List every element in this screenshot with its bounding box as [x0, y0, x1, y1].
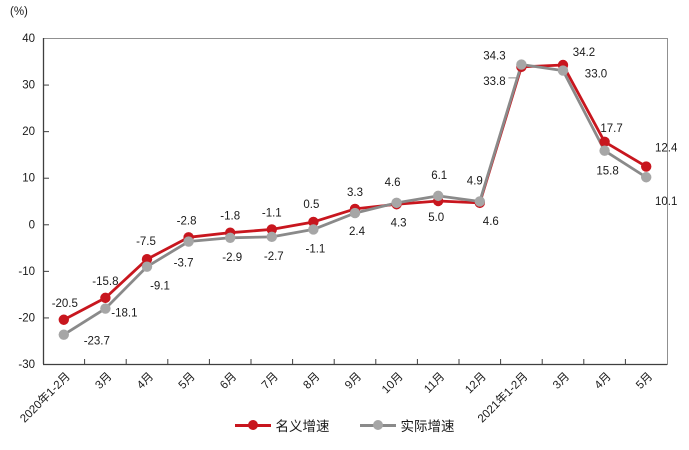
svg-text:3.3: 3.3	[347, 187, 363, 199]
svg-text:17.7: 17.7	[600, 123, 622, 135]
svg-text:-20: -20	[18, 312, 35, 324]
svg-text:10.1: 10.1	[655, 196, 677, 208]
svg-text:11月: 11月	[422, 371, 447, 396]
legend-label-nominal: 名义增速	[275, 419, 330, 434]
svg-text:0: 0	[29, 219, 35, 231]
legend: 名义增速 实际增速	[0, 415, 689, 435]
svg-text:7月: 7月	[260, 371, 281, 392]
svg-text:0.5: 0.5	[303, 199, 319, 211]
svg-text:4月: 4月	[135, 371, 156, 392]
svg-text:-20.5: -20.5	[52, 298, 78, 310]
svg-text:-2.9: -2.9	[222, 252, 242, 264]
svg-text:3月: 3月	[93, 371, 114, 392]
svg-text:33.0: 33.0	[585, 69, 607, 81]
svg-text:9月: 9月	[343, 371, 364, 392]
svg-text:8月: 8月	[301, 371, 322, 392]
svg-text:15.8: 15.8	[596, 166, 618, 178]
svg-text:-2.8: -2.8	[177, 215, 197, 227]
svg-text:-10: -10	[18, 266, 35, 278]
svg-text:6月: 6月	[218, 371, 239, 392]
actual-series-line-marker-icon	[359, 420, 396, 430]
svg-text:20: 20	[22, 126, 35, 138]
svg-text:4月: 4月	[593, 371, 614, 392]
svg-text:2.4: 2.4	[349, 226, 366, 238]
svg-text:6.1: 6.1	[431, 170, 447, 182]
svg-text:4.3: 4.3	[391, 217, 407, 229]
svg-text:-9.1: -9.1	[150, 281, 170, 293]
svg-text:-1.8: -1.8	[220, 211, 240, 223]
y-axis-unit-label: (%)	[10, 6, 28, 18]
svg-text:4.9: 4.9	[467, 175, 483, 187]
svg-text:-30: -30	[18, 359, 35, 371]
legend-item-actual: 实际增速	[359, 415, 455, 435]
svg-text:-2.7: -2.7	[264, 251, 284, 263]
svg-text:4.6: 4.6	[483, 216, 499, 228]
svg-text:3月: 3月	[551, 371, 572, 392]
svg-text:5月: 5月	[634, 371, 655, 392]
series-markers-1	[58, 59, 652, 340]
svg-text:-1.1: -1.1	[305, 243, 325, 255]
svg-text:10: 10	[22, 173, 35, 185]
series-line-1	[63, 63, 647, 336]
svg-text:-7.5: -7.5	[136, 236, 156, 248]
svg-text:40: 40	[22, 33, 35, 45]
svg-text:-1.1: -1.1	[262, 207, 282, 219]
svg-text:-15.8: -15.8	[92, 276, 118, 288]
svg-text:30: 30	[22, 80, 35, 92]
svg-text:4.6: 4.6	[385, 177, 401, 189]
data-labels: -20.5 -15.8 -7.5 -2.8 -1.8 -1.1 0.5 3.3 4.3 5.0 4.…	[52, 47, 678, 348]
svg-text:5.0: 5.0	[428, 212, 444, 224]
svg-text:34.2: 34.2	[573, 47, 595, 59]
y-axis: 40 30 20 10 0 -10 -20 -30	[18, 33, 49, 371]
svg-text:10月: 10月	[380, 371, 406, 397]
svg-text:-18.1: -18.1	[111, 308, 137, 320]
svg-text:-23.7: -23.7	[84, 336, 110, 348]
plot-border	[42, 38, 668, 366]
svg-text:12.4: 12.4	[655, 143, 678, 155]
svg-text:12月: 12月	[463, 371, 489, 397]
svg-text:-3.7: -3.7	[174, 258, 194, 270]
legend-label-actual: 实际增速	[400, 419, 455, 434]
nominal-series-line-marker-icon	[234, 420, 271, 430]
svg-text:33.8: 33.8	[483, 76, 505, 88]
legend-item-nominal: 名义增速	[234, 415, 330, 435]
svg-text:34.3: 34.3	[483, 51, 505, 63]
svg-text:5月: 5月	[177, 371, 198, 392]
